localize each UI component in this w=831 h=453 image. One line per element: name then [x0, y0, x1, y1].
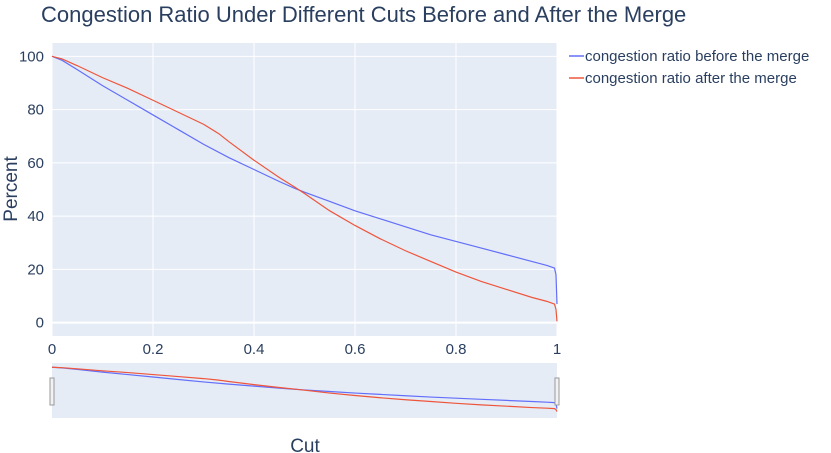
series-line-after-merge [51, 55, 558, 322]
x-axis-ticks: 0 0.2 0.4 0.6 0.8 1 [48, 341, 561, 358]
plot-background [52, 43, 557, 336]
x-tick-label: 0.8 [446, 341, 467, 358]
y-tick-label: 80 [27, 102, 44, 119]
y-axis-title: Percent [1, 156, 22, 222]
x-tick-label: 0.2 [143, 341, 164, 358]
y-tick-label: 20 [27, 261, 44, 278]
slider-series-line-after-merge [51, 366, 558, 412]
x-tick-label: 0.6 [345, 341, 366, 358]
series-group [51, 55, 558, 322]
y-tick-label: 100 [19, 48, 44, 65]
gridlines [51, 43, 558, 336]
range-slider-series [51, 366, 558, 412]
legend-item[interactable]: congestion ratio after the merge [569, 70, 797, 87]
legend[interactable]: congestion ratio before the merge congest… [569, 48, 809, 87]
y-tick-label: 0 [36, 315, 44, 332]
legend-label: congestion ratio after the merge [585, 70, 797, 87]
x-axis-title: Cut [290, 436, 320, 453]
y-tick-label: 40 [27, 208, 44, 225]
legend-label: congestion ratio before the merge [585, 48, 809, 65]
y-tick-label: 60 [27, 155, 44, 172]
range-slider-left-handle[interactable] [49, 377, 55, 406]
x-tick-label: 0.4 [244, 341, 265, 358]
slider-series-line-before-merge [51, 366, 558, 409]
chart-title: Congestion Ratio Under Different Cuts Be… [41, 2, 686, 27]
series-line-before-merge [51, 55, 558, 305]
x-tick-label: 0 [48, 341, 56, 358]
range-slider-right-handle[interactable] [554, 377, 560, 406]
y-axis-ticks: 0 20 40 60 80 100 [19, 48, 44, 331]
legend-item[interactable]: congestion ratio before the merge [569, 48, 809, 65]
x-tick-label: 1 [553, 341, 561, 358]
